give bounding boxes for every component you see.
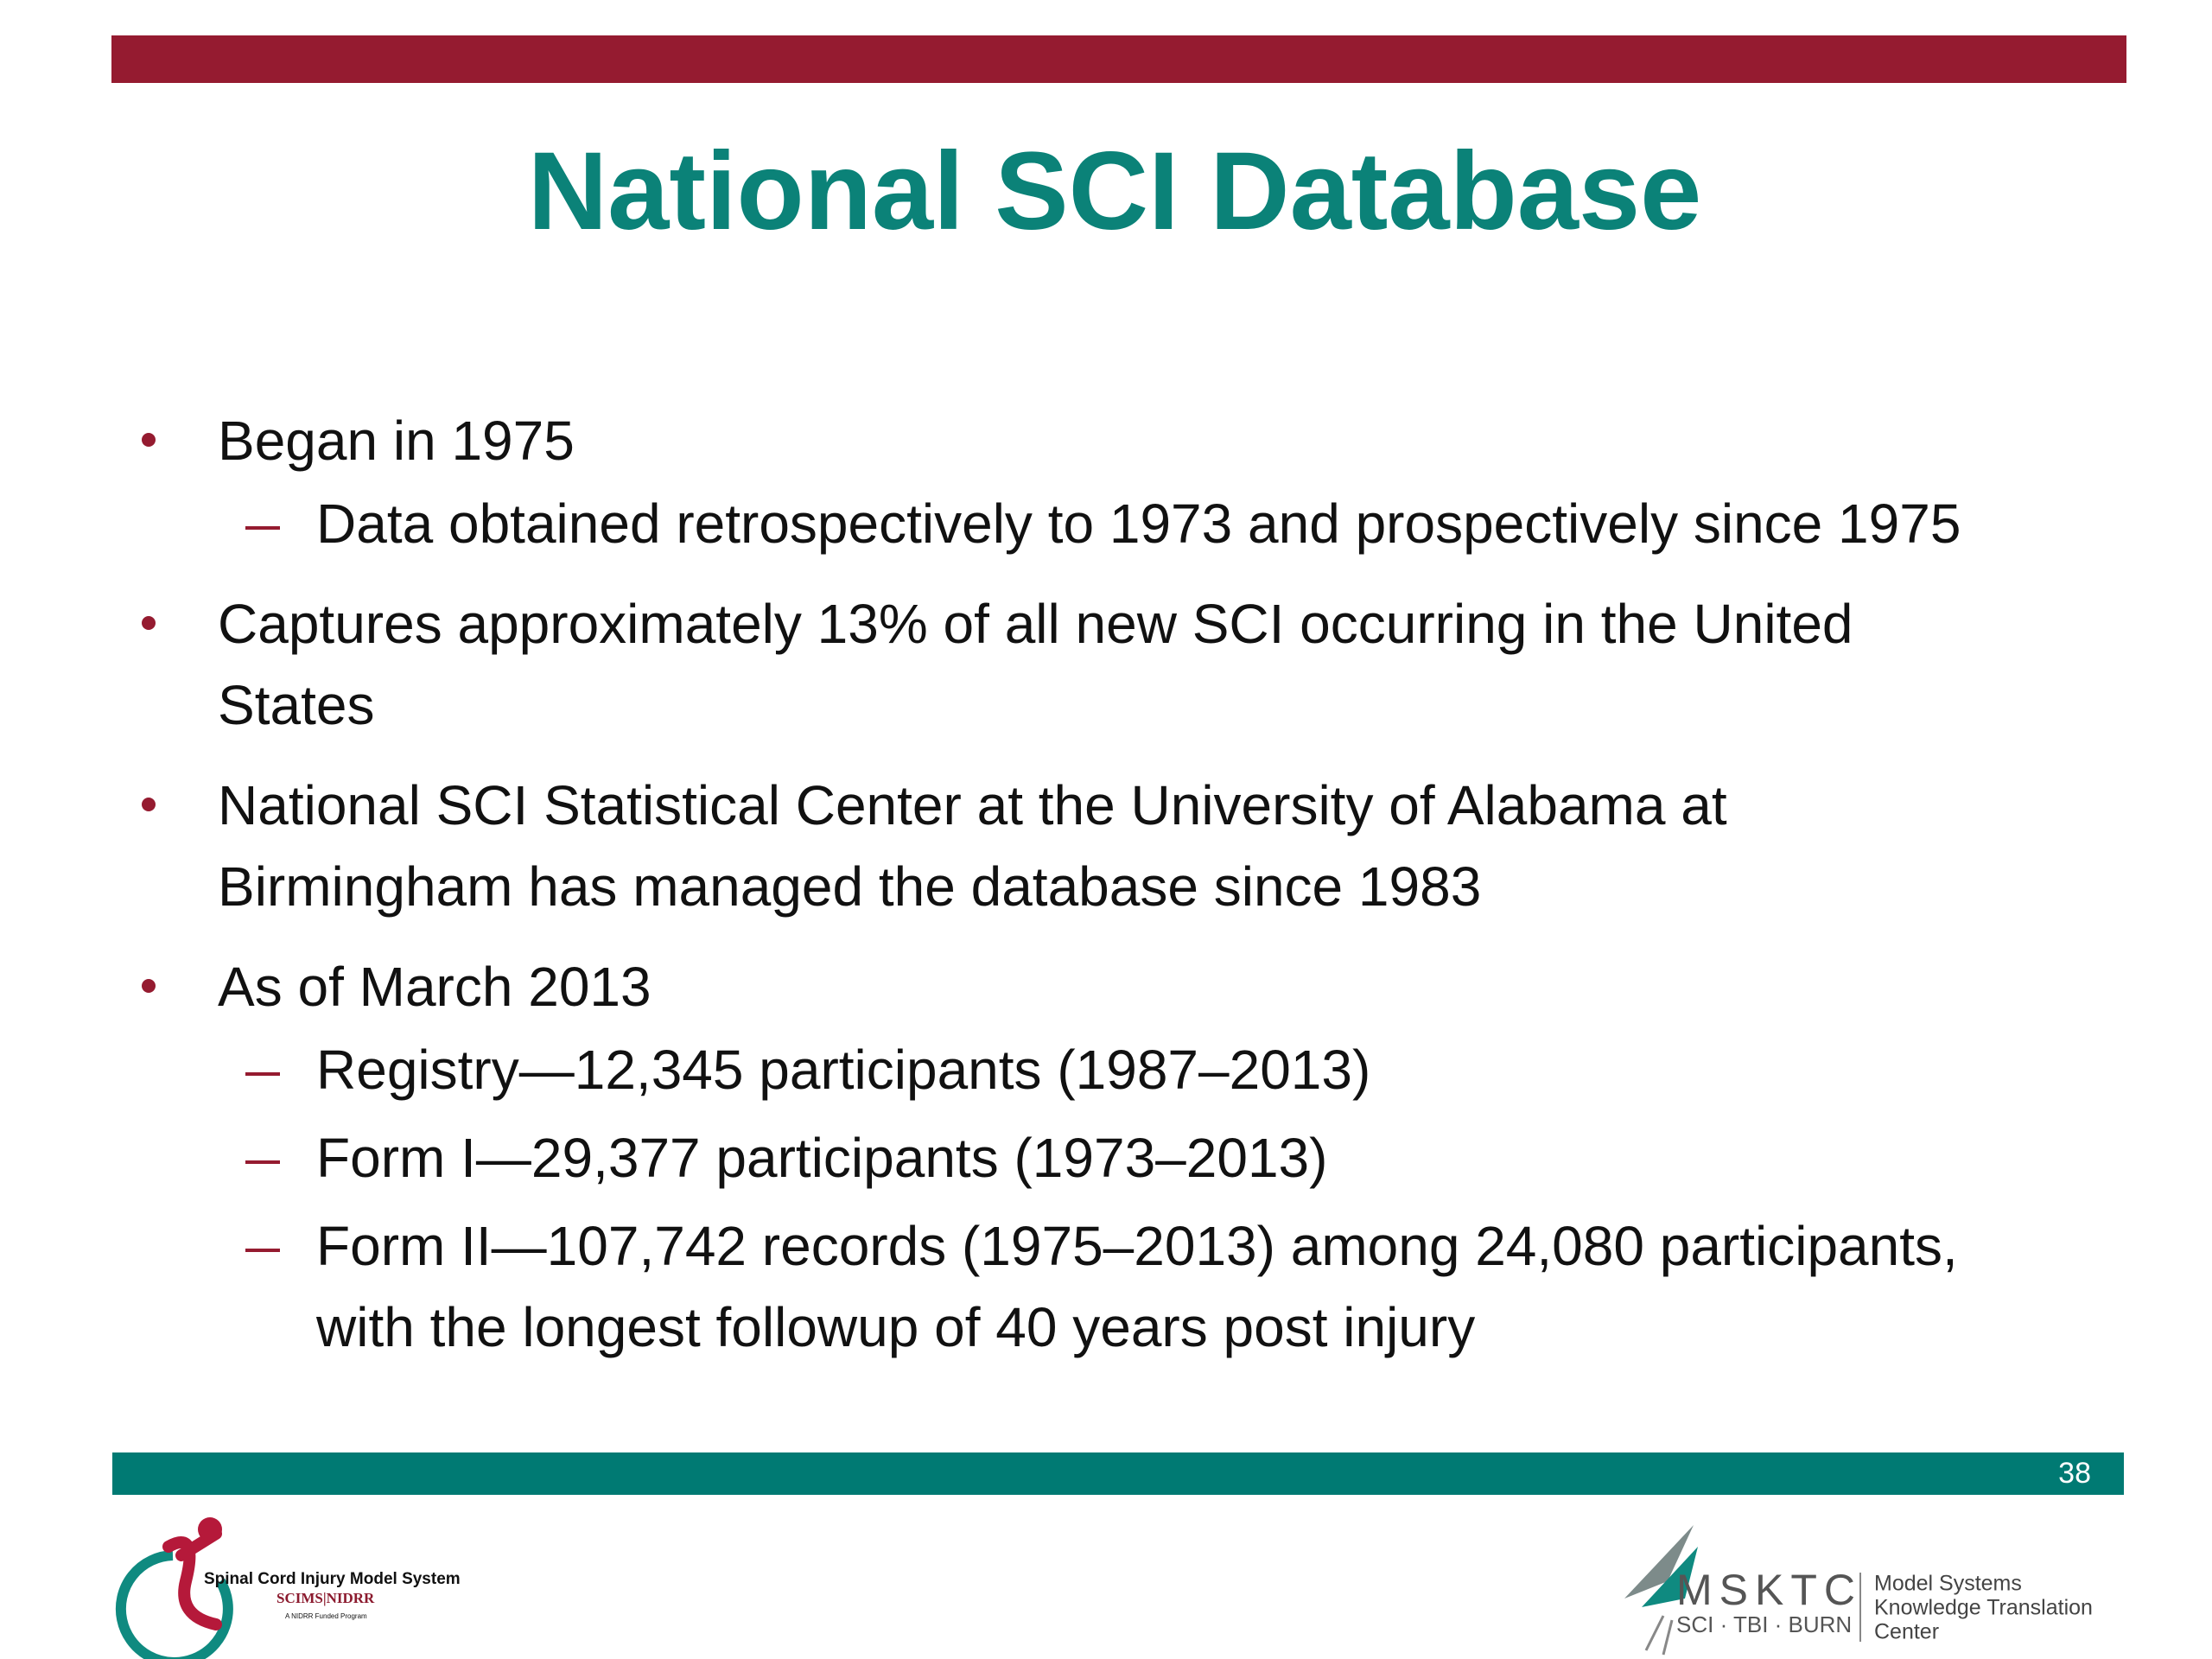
left-logo: Spinal Cord Injury Model System SCIMS|NI… bbox=[115, 1517, 461, 1659]
bullet-text: Captures approximately 13% of all new SC… bbox=[218, 593, 1853, 655]
bullet-dot bbox=[142, 433, 156, 447]
bullet-list: Began in 1975 Data obtained retrospective… bbox=[142, 410, 1961, 1358]
logo-head bbox=[198, 1517, 222, 1541]
sub-bullet-text: with the longest followup of 40 years po… bbox=[315, 1296, 1475, 1358]
logo-areas: SCI · TBI · BURN bbox=[1676, 1611, 1852, 1637]
bottom-bar bbox=[112, 1452, 2124, 1495]
bullet-text: As of March 2013 bbox=[218, 956, 652, 1018]
sub-bullet-text: Form I—29,377 participants (1973–2013) bbox=[316, 1127, 1327, 1189]
bullet-dot bbox=[142, 798, 156, 811]
bullet-text: National SCI Statistical Center at the U… bbox=[218, 774, 1727, 836]
logo-arc bbox=[115, 1550, 233, 1659]
bullet-text: Birmingham has managed the database sinc… bbox=[218, 855, 1481, 918]
logo-lines bbox=[1644, 1615, 1674, 1656]
right-logo: MSKTC SCI · TBI · BURN Model Systems Kno… bbox=[1624, 1525, 2093, 1656]
bullet-dot bbox=[142, 979, 156, 993]
logo-name-line: Center bbox=[1874, 1620, 1939, 1644]
logo-shape bbox=[1642, 1547, 1698, 1607]
bullet-text: States bbox=[218, 674, 374, 736]
logo-name-line: Model Systems bbox=[1874, 1572, 2022, 1596]
sub-bullet-text: Registry—12,345 participants (1987–2013) bbox=[316, 1039, 1370, 1101]
slide-title: National SCI Database bbox=[528, 130, 1702, 253]
logo-shape bbox=[1624, 1525, 1694, 1599]
logo-name-line: Knowledge Translation bbox=[1874, 1596, 2093, 1620]
logo-name: Spinal Cord Injury Model System bbox=[204, 1570, 461, 1588]
sub-bullet-text: Form II—107,742 records (1975–2013) amon… bbox=[316, 1215, 1958, 1277]
logo-tagline: A NIDRR Funded Program bbox=[285, 1612, 367, 1620]
sub-bullet-text: Data obtained retrospectively to 1973 an… bbox=[316, 493, 1961, 555]
logo-acronym: MSKTC bbox=[1676, 1566, 1862, 1614]
top-bar bbox=[111, 35, 2126, 83]
page-number: 38 bbox=[2058, 1457, 2091, 1490]
bullet-text: Began in 1975 bbox=[218, 410, 575, 472]
bullet-dot bbox=[142, 616, 156, 630]
logo-org: SCIMS|NIDRR bbox=[276, 1590, 375, 1606]
